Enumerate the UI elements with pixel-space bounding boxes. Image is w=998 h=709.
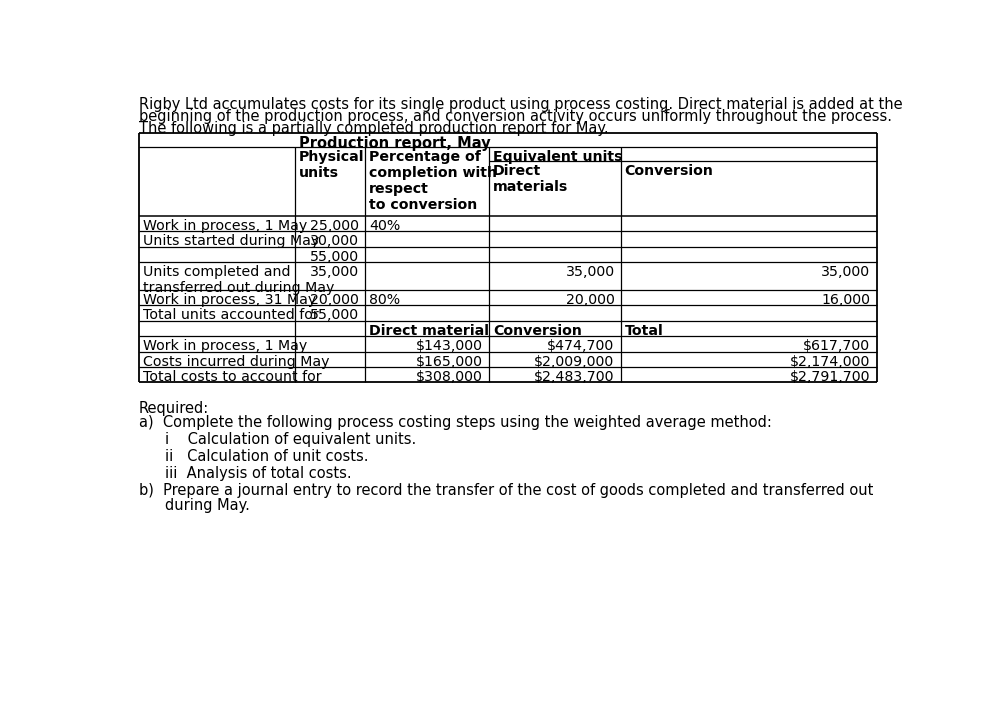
Text: $2,009,000: $2,009,000	[534, 354, 615, 369]
Text: Conversion: Conversion	[493, 324, 582, 337]
Text: Total units accounted for: Total units accounted for	[143, 308, 318, 323]
Text: Equivalent units: Equivalent units	[493, 150, 623, 164]
Text: 35,000: 35,000	[309, 265, 359, 279]
Text: $2,174,000: $2,174,000	[790, 354, 870, 369]
Text: $308,000: $308,000	[416, 370, 483, 384]
Text: 16,000: 16,000	[821, 293, 870, 307]
Text: 20,000: 20,000	[310, 293, 359, 307]
Text: Total: Total	[625, 324, 664, 337]
Text: Work in process, 1 May: Work in process, 1 May	[143, 339, 306, 353]
Text: 35,000: 35,000	[821, 265, 870, 279]
Text: ii   Calculation of unit costs.: ii Calculation of unit costs.	[165, 450, 368, 464]
Text: Required:: Required:	[139, 401, 209, 415]
Text: $165,000: $165,000	[416, 354, 483, 369]
Text: 20,000: 20,000	[566, 293, 615, 307]
Text: Physical
units: Physical units	[299, 150, 364, 180]
Text: 80%: 80%	[369, 293, 400, 307]
Text: Percentage of
completion with
respect
to conversion: Percentage of completion with respect to…	[369, 150, 497, 213]
Text: during May.: during May.	[165, 498, 250, 513]
Text: 30,000: 30,000	[309, 235, 359, 248]
Text: Direct material: Direct material	[369, 324, 489, 337]
Text: Production report, May: Production report, May	[299, 136, 491, 151]
Text: Work in process, 31 May: Work in process, 31 May	[143, 293, 315, 307]
Text: 55,000: 55,000	[309, 308, 359, 323]
Text: iii  Analysis of total costs.: iii Analysis of total costs.	[165, 467, 351, 481]
Text: Costs incurred during May: Costs incurred during May	[143, 354, 329, 369]
Text: Direct
materials: Direct materials	[493, 164, 568, 194]
Text: $143,000: $143,000	[416, 339, 483, 353]
Text: $2,483,700: $2,483,700	[534, 370, 615, 384]
Text: i    Calculation of equivalent units.: i Calculation of equivalent units.	[165, 432, 416, 447]
Text: $474,700: $474,700	[547, 339, 615, 353]
Text: beginning of the production process, and conversion activity occurs uniformly th: beginning of the production process, and…	[139, 109, 891, 124]
Text: Units started during May: Units started during May	[143, 235, 318, 248]
Text: Rigby Ltd accumulates costs for its single product using process costing. Direct: Rigby Ltd accumulates costs for its sing…	[139, 97, 902, 113]
Text: a)  Complete the following process costing steps using the weighted average meth: a) Complete the following process costin…	[139, 415, 771, 430]
Text: b)  Prepare a journal entry to record the transfer of the cost of goods complete: b) Prepare a journal entry to record the…	[139, 483, 873, 498]
Text: 40%: 40%	[369, 219, 400, 233]
Text: $617,700: $617,700	[803, 339, 870, 353]
Text: $2,791,700: $2,791,700	[789, 370, 870, 384]
Text: Work in process, 1 May: Work in process, 1 May	[143, 219, 306, 233]
Text: The following is a partially completed production report for May.: The following is a partially completed p…	[139, 121, 609, 135]
Text: 55,000: 55,000	[309, 250, 359, 264]
Text: 35,000: 35,000	[566, 265, 615, 279]
Text: Conversion: Conversion	[625, 164, 714, 178]
Text: 25,000: 25,000	[309, 219, 359, 233]
Text: Units completed and
transferred out during May: Units completed and transferred out duri…	[143, 265, 334, 296]
Text: Total costs to account for: Total costs to account for	[143, 370, 321, 384]
